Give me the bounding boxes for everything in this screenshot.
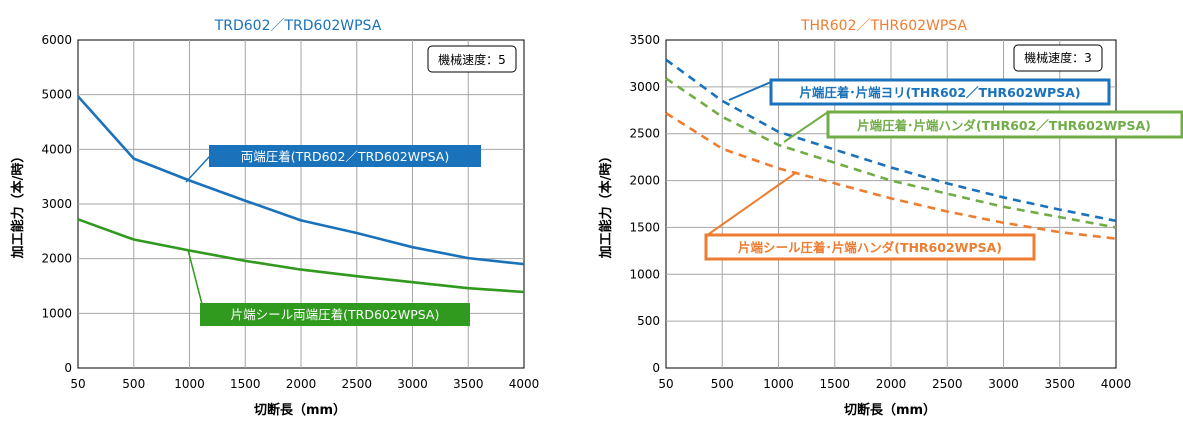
- y-tick-label: 5000: [41, 88, 72, 102]
- y-tick-labels: 0 1000 2000 3000 4000 5000 6000: [41, 33, 72, 375]
- callout-leader: [185, 155, 211, 183]
- y-tick-label: 0: [652, 361, 660, 375]
- series-line-3: [665, 111, 1117, 240]
- y-tick-label: 1000: [41, 306, 72, 320]
- legend-callout-label: 片端シール圧着･片端ハンダ(THR602WPSA): [738, 240, 1002, 255]
- y-tick-label: 2000: [629, 174, 660, 188]
- x-tick-label: 2500: [932, 377, 963, 391]
- series-line-1: [77, 95, 525, 266]
- y-tick-label: 1500: [629, 220, 660, 234]
- machine-speed-label: 機械速度：3: [1024, 50, 1092, 65]
- y-tick-label: 3000: [629, 80, 660, 94]
- x-tick-label: 2000: [876, 377, 907, 391]
- callout-leader: [728, 81, 772, 101]
- series-line-2: [665, 77, 1117, 229]
- y-tick-label: 3000: [41, 197, 72, 211]
- x-axis-label: 切断長（mm）: [844, 402, 936, 418]
- x-tick-label: 3500: [453, 377, 484, 391]
- legend-callout-box: [704, 233, 1036, 261]
- x-tick-label: 1000: [174, 377, 205, 391]
- legend-callout-box: [200, 303, 470, 326]
- x-tick-label: 2000: [286, 377, 317, 391]
- x-tick-label: 3000: [988, 377, 1019, 391]
- legend-callout-label: 片端シール両端圧着(TRD602WPSA): [231, 307, 440, 322]
- legend-callout-box: [209, 145, 481, 167]
- x-tick-label: 50: [658, 377, 673, 391]
- legend-callout-box: [769, 78, 1111, 106]
- machine-speed-box: [427, 45, 517, 73]
- x-tick-label: 4000: [1101, 377, 1132, 391]
- series-line-1: [665, 58, 1117, 223]
- callout-leader: [783, 111, 829, 143]
- y-tick-label: 2000: [41, 252, 72, 266]
- y-axis-label: 加工能力（本/時）: [598, 150, 614, 260]
- y-tick-label: 500: [637, 314, 660, 328]
- grid-lines: [666, 40, 1116, 368]
- x-tick-label: 2500: [341, 377, 372, 391]
- chart-title: TRD602／TRD602WPSA: [214, 18, 382, 34]
- legend-callout-box: [826, 110, 1183, 139]
- y-tick-label: 0: [64, 361, 72, 375]
- legend-callout-label: 片端圧着･片端ヨリ(THR602／THR602WPSA): [799, 85, 1080, 100]
- y-tick-label: 4000: [41, 142, 72, 156]
- y-tick-label: 1000: [629, 267, 660, 281]
- series-lines: [77, 95, 525, 294]
- x-tick-label: 1500: [230, 377, 261, 391]
- y-tick-label: 3500: [629, 33, 660, 47]
- legend-callout-label: 片端圧着･片端ハンダ(THR602／THR602WPSA): [857, 118, 1151, 133]
- machine-speed-box: [1013, 44, 1103, 72]
- x-axis-label: 切断長（mm）: [254, 402, 346, 418]
- x-tick-label: 50: [70, 377, 85, 391]
- series-lines: [665, 58, 1117, 240]
- machine-speed-label: 機械速度：5: [438, 52, 506, 67]
- chart-title: THR602／THR602WPSA: [800, 18, 967, 34]
- x-tick-label: 1000: [763, 377, 794, 391]
- x-tick-labels: 50 500 1000 1500 2000 2500 3000 3500 4000: [658, 377, 1131, 391]
- callout-leader: [705, 171, 798, 237]
- x-tick-label: 1500: [819, 377, 850, 391]
- chart-trd602: TRD602／TRD602WPSA 0 1000 2000 3000 4000 5000 6…: [10, 18, 539, 418]
- x-tick-label: 500: [711, 377, 734, 391]
- y-tick-labels: 0 500 1000 1500 2000 2500 3000 3500: [629, 33, 660, 375]
- callout-leader: [187, 249, 203, 305]
- x-tick-label: 4000: [509, 377, 540, 391]
- x-tick-label: 3500: [1044, 377, 1075, 391]
- series-line-2: [77, 218, 525, 294]
- y-tick-label: 6000: [41, 33, 72, 47]
- x-tick-label: 500: [122, 377, 145, 391]
- x-tick-label: 3000: [397, 377, 428, 391]
- chart-thr602: THR602／THR602WPSA 0 500 1000 1500 2000 2500 30…: [598, 18, 1183, 418]
- y-axis-label: 加工能力（本/時）: [10, 150, 26, 260]
- legend-callout-label: 両端圧着(TRD602／TRD602WPSA): [241, 149, 449, 164]
- y-tick-label: 2500: [629, 127, 660, 141]
- x-tick-labels: 50 500 1000 1500 2000 2500 3000 3500 4000: [70, 377, 539, 391]
